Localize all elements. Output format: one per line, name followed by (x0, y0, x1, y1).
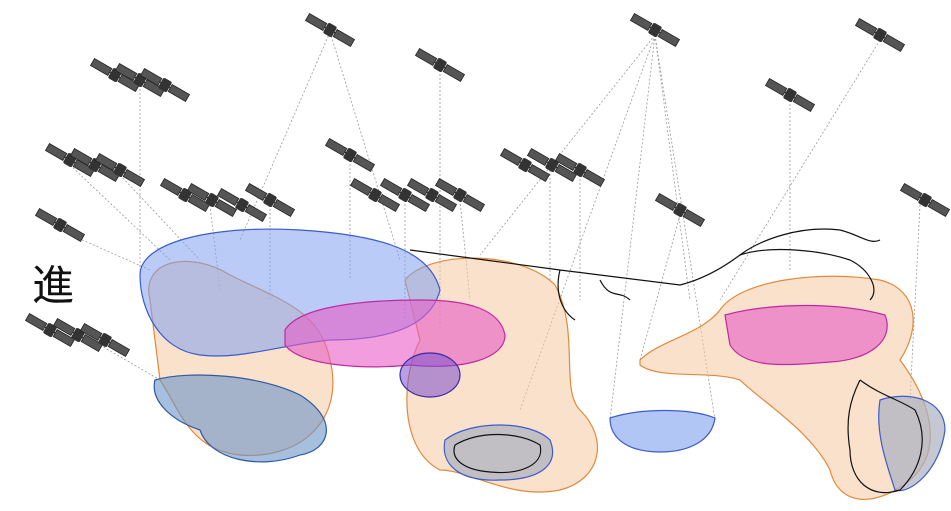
caption-fragment: 進 (32, 261, 75, 310)
coverage (139, 228, 946, 500)
coastlines (409, 228, 923, 494)
